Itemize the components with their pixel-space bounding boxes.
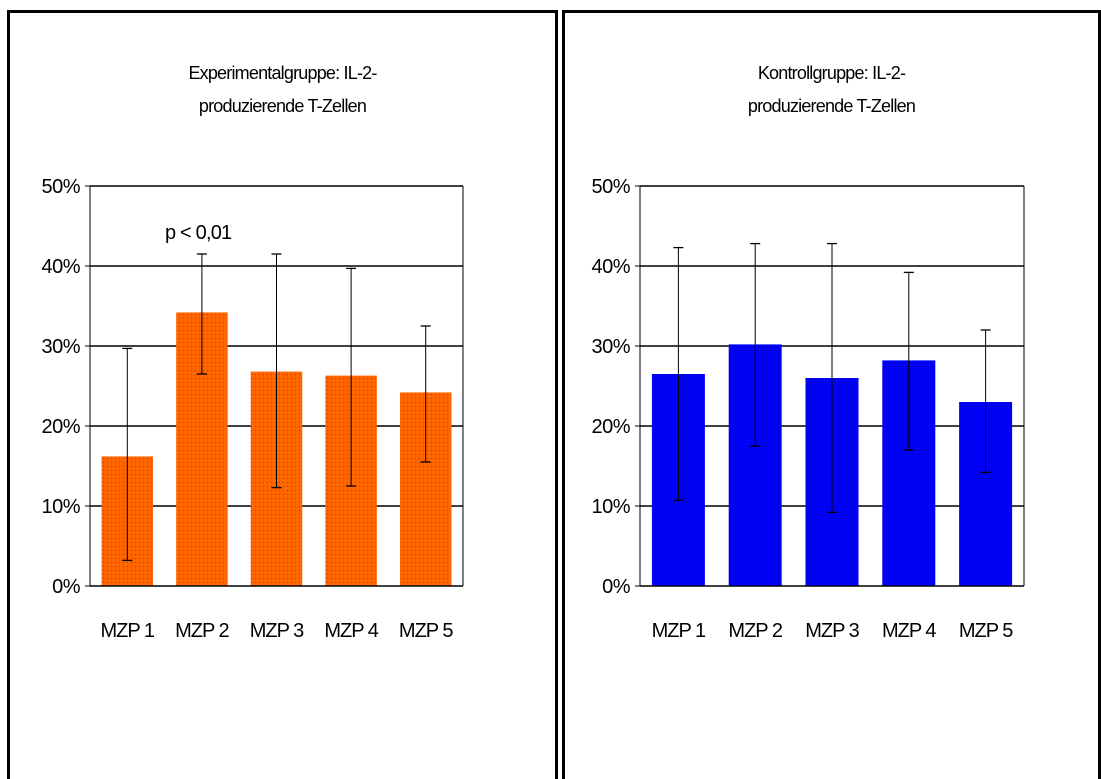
chart-title-line-2: produzierende T-Zellen — [747, 96, 916, 116]
x-tick-label: MZP 1 — [101, 620, 155, 642]
x-tick-label: MZP 4 — [324, 620, 378, 642]
x-tick-label: MZP 3 — [805, 620, 859, 642]
x-tick-label: MZP 1 — [652, 620, 706, 642]
y-tick-label: 30% — [591, 336, 630, 358]
bar-chart-control: 0% 10% 20% 30% 40% 50% MZP 1 MZP 2 MZP 3 MZP 4 MZP… — [591, 176, 1025, 642]
y-tick-label: 0% — [52, 576, 81, 598]
significance-annotation: p < 0,01 — [165, 222, 232, 244]
chart-title-line-1: Kontrollgruppe: IL-2- — [757, 63, 906, 83]
y-tick-label: 20% — [41, 416, 80, 438]
y-tick-label: 10% — [41, 496, 80, 518]
chart-panel-experimental: Experimentalgruppe: IL-2- produzierende … — [7, 10, 558, 779]
chart-title: Experimentalgruppe: IL-2- produzierende … — [10, 57, 555, 123]
y-tick-label: 0% — [602, 576, 631, 598]
x-tick-label: MZP 5 — [399, 620, 453, 642]
x-tick-label: MZP 5 — [959, 620, 1013, 642]
y-tick-label: 30% — [41, 336, 80, 358]
chart-panel-control: Kontrollgruppe: IL-2- produzierende T-Ze… — [562, 10, 1101, 779]
chart-title: Kontrollgruppe: IL-2- produzierende T-Ze… — [565, 57, 1098, 123]
y-tick-label: 40% — [41, 256, 80, 278]
x-tick-label: MZP 3 — [250, 620, 304, 642]
y-tick-label: 20% — [591, 416, 630, 438]
bar-chart-experimental: 0% 10% 20% 30% 40% 50% MZP 1 MZP 2 MZP 3 MZP 4 MZP… — [41, 176, 464, 642]
x-tick-label: MZP 4 — [882, 620, 936, 642]
y-tick-label: 50% — [591, 176, 630, 198]
y-tick-label: 40% — [591, 256, 630, 278]
chart-title-line-2: produzierende T-Zellen — [198, 96, 367, 116]
chart-title-line-1: Experimentalgruppe: IL-2- — [188, 63, 377, 83]
y-tick-label: 10% — [591, 496, 630, 518]
x-tick-label: MZP 2 — [728, 620, 782, 642]
x-tick-label: MZP 2 — [175, 620, 229, 642]
y-tick-label: 50% — [41, 176, 80, 198]
